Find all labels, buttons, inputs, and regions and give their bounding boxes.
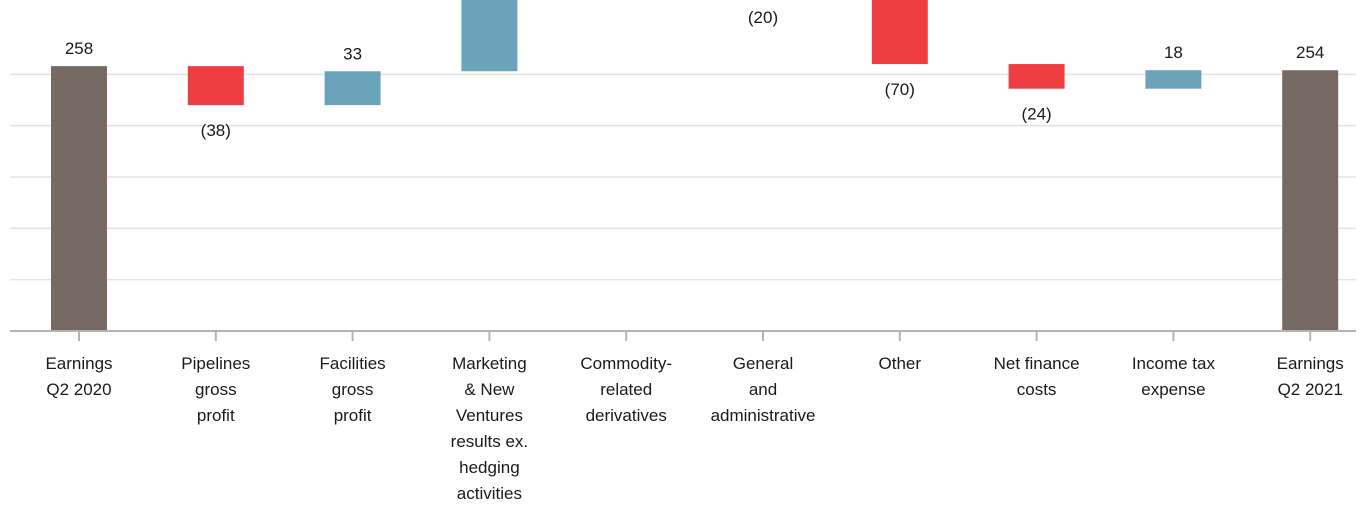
- category-label-line: and: [749, 380, 777, 399]
- category-label: Income tax expense: [1132, 354, 1216, 399]
- category-label-line: costs: [1017, 380, 1057, 399]
- category-label: Earnings Q2 2020: [45, 354, 112, 399]
- category-label-line: Facilities: [320, 354, 386, 373]
- category-label-line: Net finance: [994, 354, 1080, 373]
- category-label: Pipelines gross profit: [181, 354, 250, 425]
- category-label-line: results ex.: [451, 432, 528, 451]
- category-label: Net finance costs: [994, 354, 1080, 399]
- category-label-line: profit: [197, 406, 235, 425]
- data-label: 18: [1164, 43, 1183, 62]
- category-label-line: Ventures: [456, 406, 523, 425]
- data-label: (24): [1021, 105, 1051, 124]
- bars: [51, 0, 1339, 332]
- bar-7: [1008, 64, 1065, 89]
- category-label-line: administrative: [711, 406, 816, 425]
- category-label-line: Earnings: [45, 354, 112, 373]
- category-label-line: hedging: [459, 458, 520, 477]
- data-label: 33: [343, 44, 362, 63]
- category-label-line: related: [600, 380, 652, 399]
- bar-8: [1145, 70, 1202, 89]
- category-label-line: profit: [334, 406, 372, 425]
- x-axis: [10, 330, 1356, 341]
- category-label-line: expense: [1141, 380, 1205, 399]
- category-label-line: Marketing: [452, 354, 527, 373]
- bar-6: [871, 0, 928, 65]
- category-label-line: derivatives: [586, 406, 667, 425]
- bar-9: [1282, 70, 1339, 331]
- category-label: Facilities gross profit: [320, 354, 386, 425]
- bar-3: [461, 0, 518, 72]
- data-label: (38): [201, 121, 231, 140]
- category-label-line: Commodity-: [580, 354, 672, 373]
- category-label-line: Pipelines: [181, 354, 250, 373]
- data-label: 258: [65, 39, 93, 58]
- category-label: Earnings Q2 2021: [1277, 354, 1344, 399]
- category-label: Commodity-related derivatives: [580, 354, 672, 425]
- category-label-line: & New: [464, 380, 515, 399]
- category-label: Other: [879, 354, 922, 373]
- category-label-line: General: [733, 354, 793, 373]
- category-label-line: Q2 2020: [46, 380, 111, 399]
- data-label: (20): [748, 8, 778, 27]
- category-label-line: Income tax: [1132, 354, 1216, 373]
- bar-2: [324, 71, 381, 106]
- category-label-line: Earnings: [1277, 354, 1344, 373]
- bar-1: [187, 66, 244, 106]
- category-label-line: Other: [879, 354, 922, 373]
- category-label-line: gross: [195, 380, 237, 399]
- category-label-line: Q2 2021: [1278, 380, 1343, 399]
- category-label: General and administrative: [711, 354, 816, 425]
- data-label: 254: [1296, 43, 1324, 62]
- bar-0: [51, 66, 107, 332]
- category-label: Marketing & New Ventures results ex. hedging…: [451, 354, 528, 503]
- category-label-line: gross: [332, 380, 374, 399]
- data-label: (70): [885, 80, 915, 99]
- category-label-line: activities: [457, 484, 522, 503]
